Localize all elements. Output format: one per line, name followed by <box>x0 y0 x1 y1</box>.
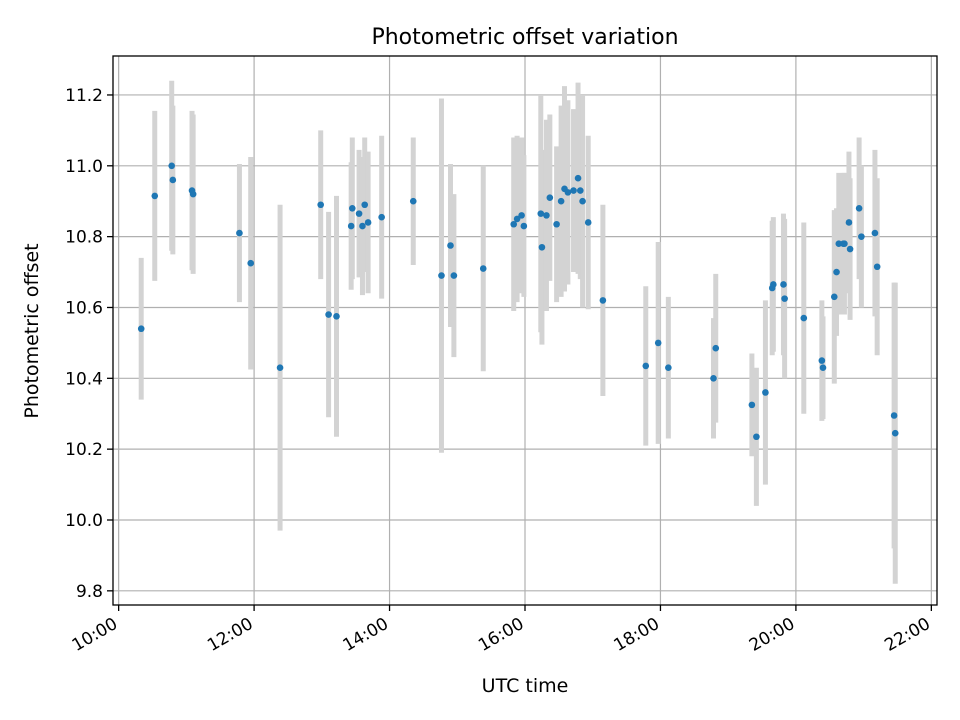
data-point <box>858 233 865 240</box>
data-point <box>780 281 787 288</box>
data-point <box>753 433 760 441</box>
chart-title: Photometric offset variation <box>371 25 678 50</box>
data-point <box>276 364 284 371</box>
y-tick-label: 11.0 <box>65 157 103 177</box>
data-point <box>518 212 525 219</box>
data-point <box>846 245 854 253</box>
data-point <box>361 201 369 209</box>
data-point <box>348 205 356 212</box>
data-point <box>841 240 848 248</box>
data-point <box>247 259 255 267</box>
data-point <box>830 293 838 301</box>
data-point <box>891 429 899 437</box>
y-tick-label: 11.2 <box>65 86 103 106</box>
data-point <box>599 297 607 304</box>
data-point <box>800 314 808 322</box>
data-point <box>479 265 487 272</box>
data-point <box>819 364 827 371</box>
data-point <box>137 325 145 333</box>
data-point <box>537 210 545 217</box>
data-point <box>577 187 584 194</box>
data-point <box>409 197 417 205</box>
data-point <box>553 220 560 228</box>
y-tick-label: 10.8 <box>65 228 103 248</box>
data-point <box>890 412 898 419</box>
data-point <box>770 281 777 288</box>
data-point <box>236 229 243 237</box>
data-point <box>347 222 355 230</box>
data-point <box>546 194 554 201</box>
data-point <box>712 344 720 352</box>
x-axis-label: UTC time <box>482 675 569 697</box>
data-point <box>513 215 521 223</box>
y-axis-ticks: 9.8 10.0 10.2 10.4 10.6 10.8 11.0 11.2 <box>65 86 113 602</box>
data-point <box>762 389 769 396</box>
data-point <box>781 295 788 302</box>
data-point <box>574 174 582 182</box>
data-point <box>355 210 363 217</box>
data-point <box>543 212 550 219</box>
data-point <box>835 240 843 248</box>
data-point <box>168 162 175 170</box>
data-point <box>359 222 366 230</box>
data-point <box>818 357 826 364</box>
y-tick-label: 10.6 <box>65 298 103 318</box>
data-point <box>364 219 372 226</box>
data-point <box>570 187 577 194</box>
data-point <box>579 197 586 205</box>
y-axis-label: Photometric offset <box>21 243 43 418</box>
data-point <box>510 220 518 228</box>
data-point <box>151 192 159 200</box>
data-point <box>564 189 572 196</box>
data-point <box>871 229 879 237</box>
data-point <box>665 364 672 371</box>
y-tick-label: 10.2 <box>65 440 103 460</box>
data-point <box>654 339 662 347</box>
data-point <box>710 375 717 382</box>
data-point <box>325 311 332 318</box>
data-point <box>538 243 546 251</box>
data-point <box>450 272 458 279</box>
data-point <box>438 272 445 279</box>
data-point <box>189 190 197 198</box>
data-point <box>642 362 650 370</box>
y-tick-label: 10.4 <box>65 369 103 389</box>
data-point <box>557 197 565 205</box>
data-point <box>169 176 177 184</box>
data-point <box>845 219 853 226</box>
data-point <box>873 263 881 271</box>
data-points <box>137 162 899 441</box>
data-point <box>317 201 324 209</box>
data-point <box>748 401 756 409</box>
data-point <box>333 313 340 320</box>
data-point <box>447 242 454 249</box>
data-point <box>378 213 385 221</box>
data-point <box>520 222 528 230</box>
y-tick-label: 9.8 <box>76 582 103 602</box>
data-point <box>855 205 863 212</box>
y-tick-label: 10.0 <box>65 511 103 531</box>
data-point <box>584 219 592 226</box>
data-point <box>833 268 840 276</box>
